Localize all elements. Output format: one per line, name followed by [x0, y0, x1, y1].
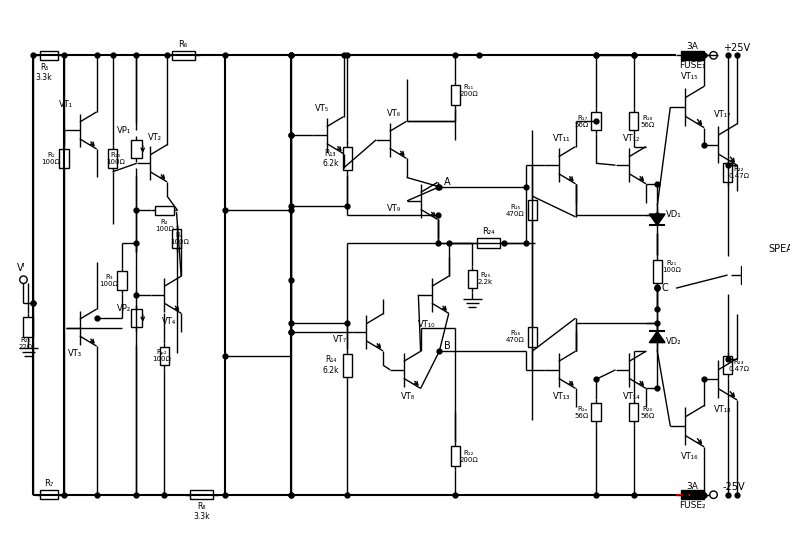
Text: +25V: +25V — [723, 43, 750, 53]
Text: R₂₂
0.47Ω: R₂₂ 0.47Ω — [728, 166, 750, 179]
Text: R₁₈
56Ω: R₁₈ 56Ω — [641, 115, 655, 128]
Bar — [528, 201, 537, 220]
Text: R₁₄
6.2k: R₁₄ 6.2k — [322, 355, 339, 375]
Text: R₃
100Ω: R₃ 100Ω — [100, 274, 118, 287]
Bar — [108, 149, 118, 168]
Text: FUSE₂: FUSE₂ — [679, 500, 705, 510]
Bar — [629, 403, 638, 422]
Text: SPEAK: SPEAK — [769, 244, 790, 254]
Bar — [160, 347, 169, 365]
Bar — [40, 490, 58, 499]
Text: C: C — [661, 283, 668, 293]
Text: R₁₂
200Ω: R₁₂ 200Ω — [459, 450, 478, 463]
Text: R₄
100Ω: R₄ 100Ω — [170, 232, 189, 245]
Text: R₁₅
470Ω: R₁₅ 470Ω — [506, 204, 525, 217]
Text: R₂₆
22Ω: R₂₆ 22Ω — [18, 337, 32, 350]
Text: VT₄: VT₄ — [162, 316, 176, 326]
Bar — [723, 164, 732, 182]
Bar — [450, 446, 460, 466]
Text: VT₆: VT₆ — [387, 109, 401, 118]
Text: VT₁₄: VT₁₄ — [623, 392, 641, 401]
Bar — [130, 140, 141, 159]
Text: FUSE₁: FUSE₁ — [679, 61, 705, 70]
Bar — [476, 239, 500, 248]
Text: VT₁₁: VT₁₁ — [553, 134, 570, 143]
Text: VT₈: VT₈ — [401, 392, 416, 401]
Text: VP₂: VP₂ — [118, 304, 131, 314]
Bar — [681, 51, 704, 60]
Bar — [171, 229, 181, 247]
Text: B: B — [443, 342, 450, 352]
Polygon shape — [649, 331, 665, 343]
Text: R₁ₙ
56Ω: R₁ₙ 56Ω — [575, 406, 589, 419]
Text: VT₅: VT₅ — [315, 104, 329, 114]
Text: R₇: R₇ — [44, 479, 54, 488]
Text: VT₁₀: VT₁₀ — [419, 320, 436, 329]
Text: A: A — [444, 177, 450, 187]
Text: VT₁₇: VT₁₇ — [714, 110, 732, 119]
Bar — [528, 327, 537, 347]
Text: R₂₃
0.47Ω: R₂₃ 0.47Ω — [728, 359, 750, 372]
Text: VP₁: VP₁ — [117, 126, 131, 135]
Text: VT₁₂: VT₁₂ — [623, 134, 641, 143]
Bar — [592, 403, 601, 422]
Bar — [118, 272, 126, 290]
Text: VT₁₈: VT₁₈ — [714, 405, 732, 414]
Text: Vᴵ: Vᴵ — [17, 262, 24, 273]
Text: R₁₃
6.2k: R₁₃ 6.2k — [322, 149, 339, 168]
Bar — [653, 260, 662, 283]
Bar — [681, 490, 704, 499]
Text: -25V: -25V — [723, 482, 746, 492]
Bar — [40, 51, 58, 60]
Text: R₁₇
56Ω: R₁₇ 56Ω — [575, 115, 589, 128]
Text: VT₉: VT₉ — [387, 204, 401, 213]
Text: VT₁₅: VT₁₅ — [681, 72, 699, 82]
Text: R₂
100Ω: R₂ 100Ω — [155, 219, 174, 232]
Text: R₂₅
2.2k: R₂₅ 2.2k — [478, 272, 493, 285]
Bar — [592, 112, 601, 130]
Text: VT₁: VT₁ — [58, 100, 73, 109]
Text: VT₁₆: VT₁₆ — [681, 452, 699, 461]
Bar — [171, 51, 194, 60]
Text: 3A: 3A — [687, 42, 698, 51]
Text: R₁₀
100Ω: R₁₀ 100Ω — [106, 152, 125, 165]
Text: VD₂: VD₂ — [666, 337, 682, 346]
Text: R₆: R₆ — [179, 40, 188, 48]
Bar — [155, 206, 174, 215]
Bar — [450, 85, 460, 105]
Polygon shape — [649, 214, 665, 225]
Bar — [190, 490, 213, 499]
Text: R₅
3.3k: R₅ 3.3k — [36, 62, 52, 82]
Bar — [723, 356, 732, 374]
Bar — [741, 266, 762, 284]
Bar — [468, 269, 477, 288]
Text: R₁
100Ω: R₁ 100Ω — [41, 152, 60, 165]
Text: VT₃: VT₃ — [68, 349, 82, 358]
Bar — [130, 309, 141, 327]
Text: 3A: 3A — [687, 482, 698, 491]
Text: R₂₁
100Ω: R₂₁ 100Ω — [662, 260, 681, 273]
Bar — [343, 354, 352, 377]
Bar — [629, 112, 638, 130]
Text: VT₁₃: VT₁₃ — [553, 392, 570, 401]
Text: VD₁: VD₁ — [666, 210, 682, 219]
Text: VT₂: VT₂ — [148, 133, 162, 142]
Text: Rₚ₂
100Ω: Rₚ₂ 100Ω — [152, 349, 171, 362]
Text: R₂₄: R₂₄ — [482, 228, 495, 236]
Text: R₁₆
470Ω: R₁₆ 470Ω — [506, 331, 525, 343]
Bar — [24, 317, 33, 337]
Bar — [59, 149, 69, 168]
Text: VT₇: VT₇ — [333, 336, 347, 344]
Text: R₈
3.3k: R₈ 3.3k — [194, 502, 210, 521]
Text: R₁₁
200Ω: R₁₁ 200Ω — [459, 84, 478, 96]
Bar — [343, 147, 352, 170]
Text: R₂₀
56Ω: R₂₀ 56Ω — [641, 406, 655, 419]
